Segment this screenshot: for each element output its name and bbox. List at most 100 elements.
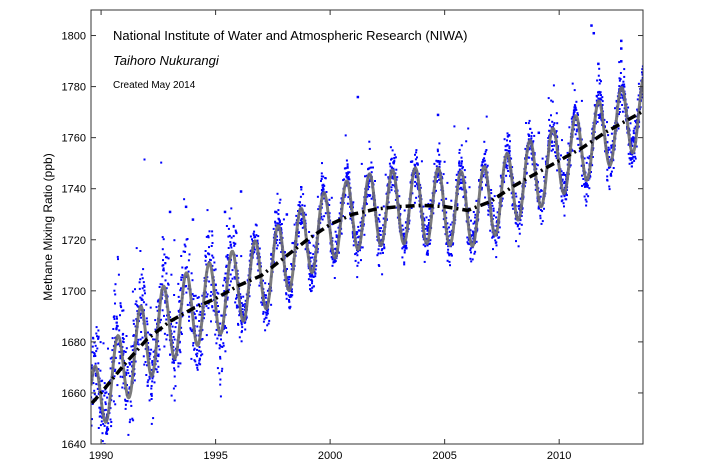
observation-outlier: [507, 134, 511, 137]
observation-point: [380, 227, 383, 230]
observation-point: [347, 171, 350, 174]
observation-point: [584, 198, 587, 201]
observation-point: [300, 188, 303, 191]
observation-point: [324, 177, 327, 180]
observation-point: [244, 303, 247, 305]
observation-point: [324, 212, 327, 215]
observation-point: [253, 236, 256, 239]
observation-point: [194, 360, 197, 363]
annotation-taihoro: Taihoro Nukurangi: [113, 53, 220, 68]
observation-point: [227, 288, 230, 291]
observation-point: [221, 346, 224, 348]
observation-point: [461, 188, 464, 191]
observation-point: [458, 161, 461, 164]
observation-point: [298, 222, 301, 224]
observation-point: [403, 263, 406, 266]
observation-point: [481, 161, 484, 164]
observation-point: [275, 211, 278, 214]
observation-point: [433, 162, 436, 165]
observation-point: [583, 195, 586, 198]
observation-point: [561, 173, 564, 176]
observation-point: [270, 252, 273, 255]
observation-point: [282, 218, 285, 221]
observation-point: [230, 207, 233, 210]
observation-point: [505, 165, 507, 168]
observation-point: [382, 224, 385, 227]
observation-point: [136, 304, 138, 307]
observation-point: [267, 322, 270, 325]
observation-point: [636, 108, 639, 111]
observation-point: [143, 284, 146, 287]
observation-point: [598, 117, 601, 119]
observation-point: [267, 308, 270, 311]
observation-outlier: [620, 39, 623, 43]
observation-point: [207, 307, 210, 310]
observation-point: [405, 241, 408, 244]
observation-point: [119, 304, 122, 307]
observation-point: [507, 170, 510, 172]
observation-point: [505, 144, 508, 147]
observation-point: [539, 195, 542, 198]
observation-point: [297, 235, 300, 238]
observation-point: [347, 196, 350, 199]
observation-point: [229, 273, 232, 276]
observation-point: [402, 237, 405, 240]
observation-point: [552, 123, 555, 126]
observation-point: [562, 202, 565, 205]
observation-point: [150, 394, 153, 397]
observation-point: [583, 157, 586, 160]
observation-point: [409, 160, 412, 163]
annotation-niwa: National Institute of Water and Atmosphe…: [113, 28, 468, 43]
observation-point: [485, 149, 488, 151]
observation-point: [426, 249, 429, 252]
observation-point: [117, 258, 119, 261]
observation-point: [463, 169, 466, 172]
observation-point: [503, 181, 506, 184]
observation-point: [143, 158, 146, 161]
observation-point: [301, 204, 304, 207]
observation-point: [118, 329, 121, 332]
observation-point: [496, 211, 499, 214]
y-tick-label: 1660: [62, 388, 86, 400]
observation-point: [265, 301, 268, 304]
observation-point: [531, 157, 534, 160]
y-axis: 1640 1660 1680 1700 1720 1740 1760 1780 1800: [62, 31, 643, 451]
observation-point: [588, 157, 591, 160]
observation-point: [527, 122, 530, 125]
observation-point: [141, 277, 144, 280]
observation-point: [440, 198, 443, 201]
observation-point: [517, 245, 520, 248]
observation-point: [231, 277, 234, 280]
observation-point: [285, 297, 288, 300]
observation-point: [170, 394, 173, 397]
observation-point: [534, 188, 537, 191]
observation-point: [229, 280, 232, 283]
observation-point: [432, 212, 435, 215]
observation-point: [252, 232, 255, 235]
observation-point: [401, 256, 404, 259]
observation-point: [341, 215, 344, 217]
observation-point: [345, 172, 348, 175]
observation-point: [114, 403, 117, 406]
observation-point: [240, 331, 243, 334]
observation-point: [575, 100, 578, 103]
observation-point: [367, 167, 370, 170]
observation-point: [191, 279, 194, 282]
observation-point: [199, 350, 202, 353]
observation-point: [466, 236, 469, 239]
observation-point: [239, 293, 242, 296]
observation-point: [208, 246, 210, 249]
observation-point: [402, 228, 405, 231]
observation-point: [155, 368, 158, 371]
observation-point: [539, 209, 542, 211]
observation-point: [355, 252, 358, 255]
observation-point: [263, 294, 266, 296]
observation-point: [567, 142, 570, 145]
observation-point: [219, 378, 222, 381]
observation-point: [144, 361, 147, 363]
observation-point: [280, 223, 283, 225]
observation-point: [150, 385, 153, 387]
observation-point: [311, 280, 314, 283]
observation-point: [253, 251, 256, 254]
observation-point: [629, 122, 632, 125]
